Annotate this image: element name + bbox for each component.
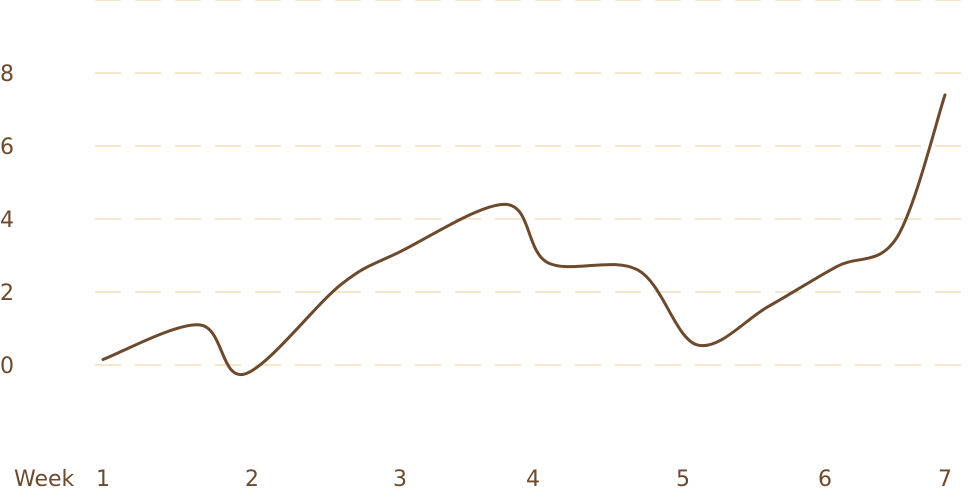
x-tick-label: 4 — [526, 467, 540, 492]
y-tick-label: 0 — [0, 354, 14, 379]
y-tick-labels: 0 2 4 6 8 — [0, 62, 14, 379]
x-tick-label: 2 — [245, 467, 259, 492]
x-tick-label: 5 — [676, 467, 690, 492]
x-tick-label: 7 — [938, 467, 952, 492]
x-tick-label: 1 — [96, 467, 110, 492]
grid-layer — [95, 0, 970, 366]
x-tick-label: 6 — [818, 467, 832, 492]
y-tick-label: 8 — [0, 62, 14, 87]
series-line — [101, 93, 947, 377]
y-tick-label: 6 — [0, 135, 14, 160]
x-tick-label: 3 — [393, 467, 407, 492]
x-tick-labels: Week 1 2 3 4 5 6 7 — [14, 467, 952, 492]
y-tick-label: 4 — [0, 208, 14, 233]
x-axis-label: Week — [14, 467, 75, 492]
y-tick-label: 2 — [0, 281, 14, 306]
